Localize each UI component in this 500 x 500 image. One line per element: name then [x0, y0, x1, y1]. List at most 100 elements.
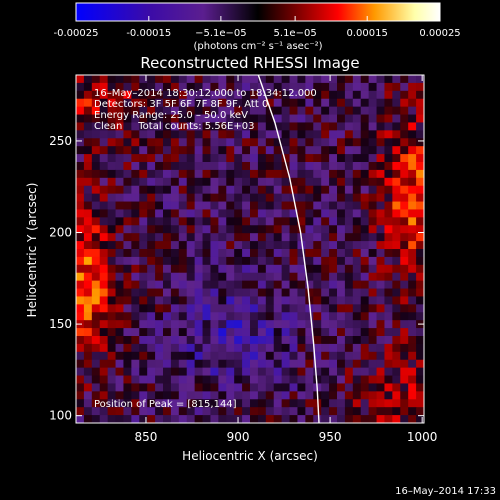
heatmap-cell [131, 367, 140, 376]
heatmap-cell [305, 75, 314, 84]
heatmap-cell [281, 367, 290, 376]
heatmap-cell [384, 138, 393, 147]
heatmap-cell [202, 114, 211, 123]
heatmap-cell [337, 75, 346, 84]
heatmap-cell [408, 415, 417, 423]
heatmap-cell [408, 264, 417, 274]
heatmap-cell [281, 185, 290, 195]
heatmap-cell [91, 280, 101, 289]
heatmap-cell [360, 98, 370, 108]
heatmap-cell [139, 256, 148, 266]
heatmap-cell [329, 138, 338, 147]
heatmap-cell [210, 201, 219, 210]
heatmap-cell [91, 154, 101, 163]
heatmap-cell [281, 399, 290, 408]
heatmap-cell [273, 225, 283, 234]
heatmap-cell [360, 391, 370, 400]
heatmap-cell [107, 288, 116, 297]
heatmap-cell [329, 367, 338, 376]
heatmap-cell [131, 233, 140, 242]
heatmap-cell [257, 130, 267, 139]
heatmap-cell [265, 185, 275, 195]
heatmap-cell [305, 114, 314, 123]
heatmap-cell [107, 98, 116, 108]
heatmap-cell [178, 336, 188, 345]
heatmap-cell [257, 375, 267, 384]
heatmap-cell [281, 75, 290, 84]
heatmap-cell [329, 375, 338, 384]
heatmap-cell [352, 312, 362, 321]
heatmap-cell [242, 288, 251, 297]
heatmap-cell [234, 249, 243, 258]
heatmap-cell [123, 241, 132, 250]
heatmap-cell [234, 217, 243, 226]
heatmap-cell [265, 217, 275, 226]
heatmap-cell [186, 98, 196, 108]
heatmap-cell [408, 280, 417, 289]
heatmap-cell [408, 114, 417, 123]
heatmap-cell [321, 225, 330, 234]
heatmap-cell [384, 169, 393, 179]
heatmap-cell [313, 138, 322, 147]
heatmap-cell [139, 114, 148, 123]
heatmap-cell [234, 201, 243, 210]
heatmap-cell [194, 320, 203, 329]
heatmap-cell [83, 256, 93, 266]
heatmap-cell [321, 391, 330, 400]
heatmap-cell [360, 375, 370, 384]
heatmap-cell [163, 359, 172, 369]
heatmap-cell [321, 114, 330, 123]
heatmap-cell [202, 375, 211, 384]
heatmap-cell [115, 415, 124, 423]
heatmap-cell [416, 249, 424, 258]
heatmap-cell [408, 130, 417, 139]
heatmap-cell [123, 162, 132, 171]
heatmap-cell [202, 280, 211, 289]
heatmap-cell [194, 343, 203, 353]
heatmap-cell [123, 328, 132, 337]
heatmap-cell [297, 320, 306, 329]
heatmap-cell [218, 264, 227, 274]
heatmap-cell [178, 343, 188, 353]
heatmap-cell [123, 201, 132, 210]
heatmap-cell [289, 154, 298, 163]
heatmap-cell [123, 391, 132, 400]
heatmap-cell [226, 138, 235, 147]
heatmap-cell [107, 383, 116, 392]
heatmap-cell [344, 367, 354, 376]
heatmap-cell [384, 343, 393, 353]
heatmap-cell [281, 138, 290, 147]
heatmap-cell [329, 241, 338, 250]
heatmap-cell [155, 114, 164, 123]
heatmap-cell [257, 359, 267, 369]
heatmap-cell [281, 351, 290, 361]
heatmap-cell [186, 312, 196, 321]
heatmap-cell [91, 328, 101, 337]
heatmap-cell [384, 328, 393, 337]
heatmap-cell [123, 288, 132, 297]
heatmap-cell [242, 75, 251, 84]
heatmap-cell [202, 407, 211, 416]
heatmap-cell [218, 296, 227, 305]
heatmap-cell [352, 225, 362, 234]
heatmap-cell [163, 162, 172, 171]
heatmap-cell [155, 320, 164, 329]
heatmap-cell [352, 209, 362, 218]
heatmap-cell [384, 233, 393, 242]
heatmap-cell [226, 304, 235, 313]
heatmap-cell [234, 225, 243, 234]
heatmap-cell [281, 407, 290, 416]
heatmap-cell [313, 328, 322, 337]
heatmap-cell [250, 122, 259, 131]
heatmap-cell [178, 296, 188, 305]
heatmap-cell [226, 415, 235, 423]
heatmap-cell [163, 383, 172, 392]
heatmap-cell [234, 288, 243, 297]
heatmap-cell [313, 122, 322, 131]
heatmap-cell [226, 296, 235, 305]
heatmap-cell [115, 288, 124, 297]
heatmap-cell [400, 138, 409, 147]
heatmap-cell [99, 272, 109, 282]
heatmap-cell [352, 336, 362, 345]
heatmap-cell [265, 193, 275, 202]
